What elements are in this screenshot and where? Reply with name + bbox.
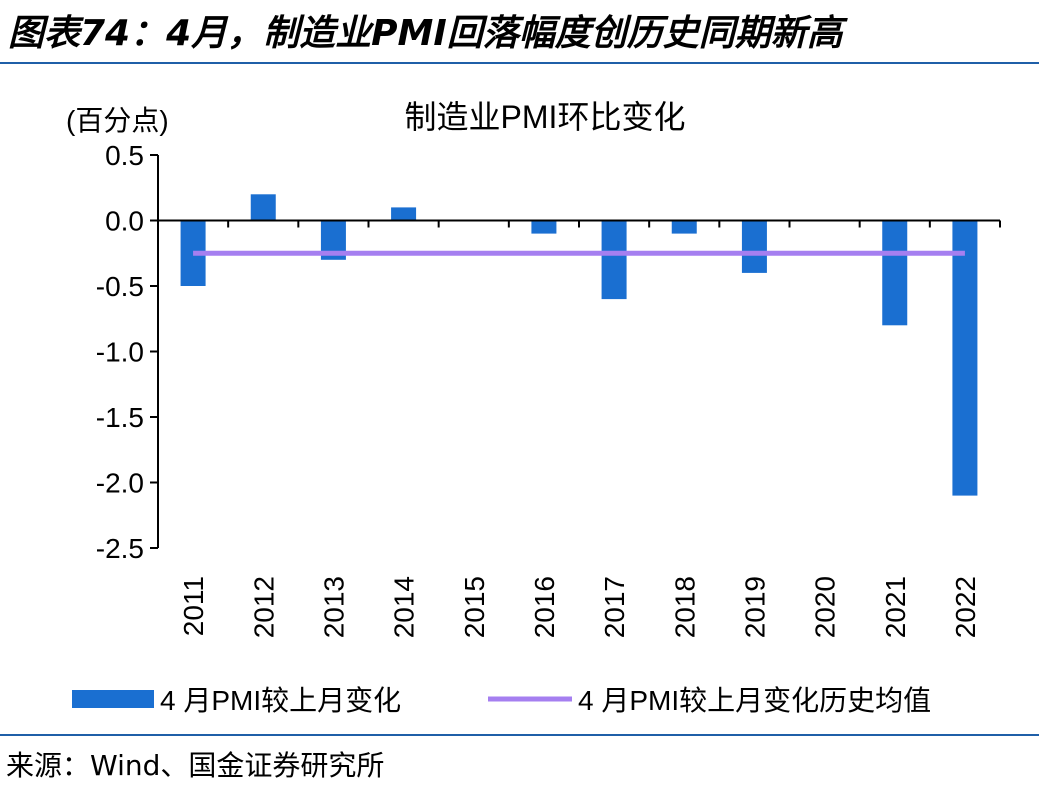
x-tick-label: 2020 <box>810 576 841 638</box>
y-tick-label: -1.5 <box>96 402 144 433</box>
y-tick-label: -2.0 <box>96 468 144 499</box>
legend-label-line: 4 月PMI较上月变化历史均值 <box>578 685 931 716</box>
x-tick-label: 2022 <box>950 576 981 638</box>
bar-2016 <box>531 220 557 234</box>
x-tick-label: 2011 <box>178 576 209 636</box>
bar-2014 <box>391 207 417 221</box>
footer-rule <box>0 734 1039 736</box>
x-tick-label: 2012 <box>248 576 279 638</box>
y-axis-label: (百分点) <box>66 105 169 136</box>
x-tick-label: 2019 <box>739 576 770 638</box>
bar-2018 <box>671 220 697 234</box>
figure-title: 图表74：4月，制造业PMI回落幅度创历史同期新高 <box>8 13 843 54</box>
x-tick-label: 2014 <box>389 576 420 638</box>
y-tick-label: -0.5 <box>96 271 144 302</box>
y-tick-label: 0.0 <box>105 206 144 237</box>
legend-label-bar: 4 月PMI较上月变化 <box>160 685 401 716</box>
x-tick-label: 2013 <box>318 576 349 638</box>
bar-2019 <box>741 220 767 273</box>
x-axis-labels: 2011 2012 2013 2014 2015 2016 2017 2018 2019 2020… <box>178 576 981 638</box>
bars <box>180 194 978 496</box>
bar-2012 <box>250 194 276 221</box>
x-tick-label: 2016 <box>529 576 560 638</box>
chart-title: 制造业PMI环比变化 <box>405 99 686 135</box>
x-tick-label: 2017 <box>599 576 630 638</box>
y-tick-label: 0.5 <box>105 140 144 171</box>
title-rule <box>0 62 1039 64</box>
y-axis: 0.5 0.0 -0.5 -1.0 -1.5 -2.0 -2.5 <box>96 140 159 564</box>
x-tick-label: 2018 <box>669 576 700 638</box>
bar-2021 <box>882 220 908 326</box>
bar-2017 <box>601 220 627 300</box>
source-note: 来源：Wind、国金证券研究所 <box>6 749 385 782</box>
zero-axis <box>157 219 1001 228</box>
x-tick-label: 2021 <box>880 576 911 638</box>
y-tick-label: -1.0 <box>96 337 144 368</box>
bar-2022 <box>952 220 978 496</box>
bar-chart: 制造业PMI环比变化 (百分点) 0.5 0.0 -0.5 -1.0 -1.5 -2.0 -… <box>66 99 1001 716</box>
legend-swatch-bar <box>72 690 154 708</box>
x-tick-label: 2015 <box>459 576 490 638</box>
y-tick-label: -2.5 <box>96 533 144 564</box>
legend: 4 月PMI较上月变化 4 月PMI较上月变化历史均值 <box>72 685 931 716</box>
